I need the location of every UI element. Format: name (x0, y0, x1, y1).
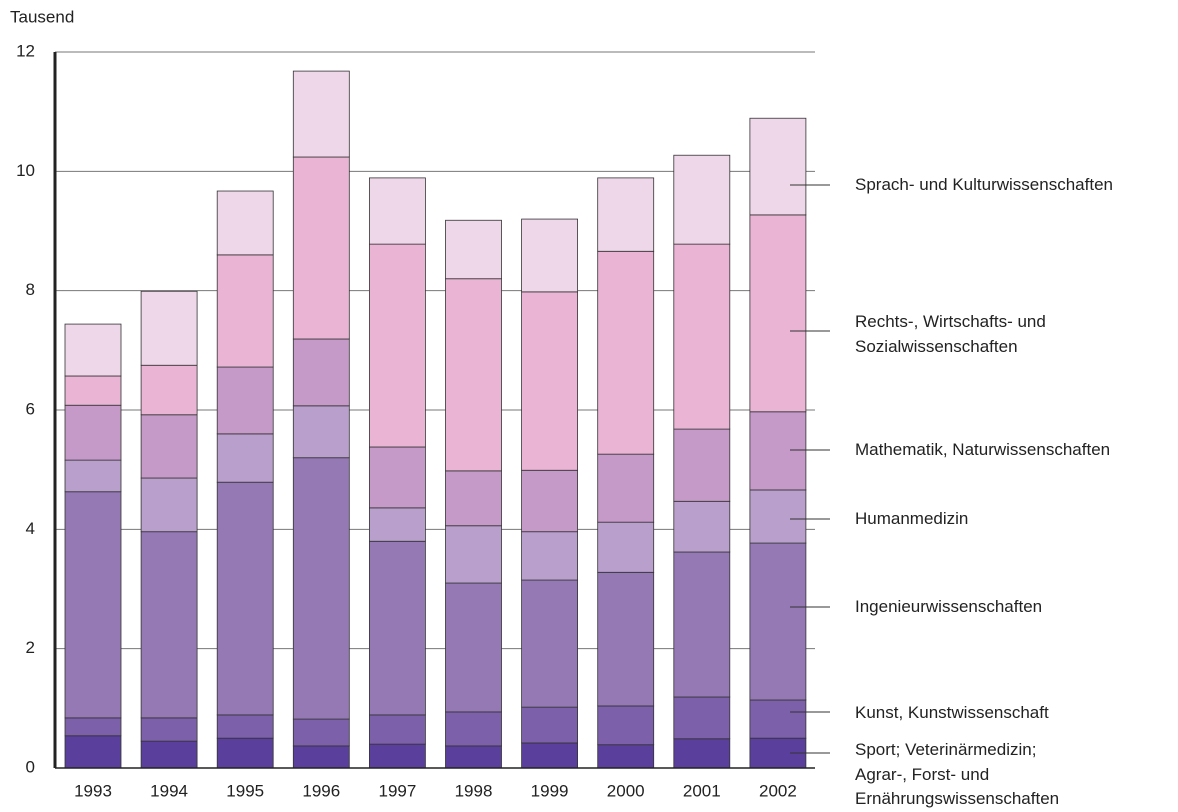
bar-segment (445, 711, 502, 747)
bar-segment (140, 717, 198, 742)
bar-segment (292, 745, 350, 769)
y-axis-label: Tausend (10, 7, 74, 26)
bar-segment (292, 156, 350, 340)
bar-segment (292, 338, 350, 407)
bar-segment (368, 743, 426, 769)
bar-segment (597, 744, 655, 769)
bar-segment (749, 699, 807, 739)
bar-segment (64, 491, 122, 719)
bar-segment (140, 531, 198, 719)
bar-segment (368, 507, 426, 542)
legend-label: Ingenieurwissenschaften (855, 597, 1043, 616)
y-tick-label: 0 (26, 757, 35, 776)
bar-segment (749, 117, 807, 216)
bar-segment (64, 717, 122, 737)
bar-segment (673, 243, 731, 430)
bar-segment (64, 323, 122, 377)
y-tick-label: 10 (16, 161, 35, 180)
legend-label: Sprach- und Kulturwissenschaften (855, 175, 1113, 194)
bar-segment (673, 428, 731, 502)
legend-label: Kunst, Kunstwissenschaft (855, 703, 1049, 722)
bar-segment (521, 291, 578, 471)
bar-segment (521, 742, 578, 769)
bar-segment (140, 364, 198, 416)
bar-segment (64, 459, 122, 493)
bar-segment (292, 457, 350, 720)
x-tick-label: 1996 (302, 781, 340, 800)
bar-segment (597, 705, 655, 746)
x-tick-label: 1994 (150, 781, 188, 800)
x-tick-label: 1995 (226, 781, 264, 800)
bar-segment (216, 481, 274, 716)
bar-segment (445, 582, 502, 713)
bar-segment (673, 551, 731, 698)
bar-segment (445, 470, 502, 527)
x-tick-label: 2002 (759, 781, 797, 800)
y-tick-label: 8 (26, 280, 35, 299)
bar-segment (673, 500, 731, 553)
bar-segment (292, 405, 350, 459)
bar-segment (673, 738, 731, 769)
bar-segment (521, 531, 578, 581)
legend-label: Humanmedizin (855, 509, 969, 528)
bar-segment (521, 579, 578, 708)
y-tick-label: 6 (26, 399, 35, 418)
bar-segment (749, 411, 807, 491)
y-tick-label: 4 (26, 519, 35, 538)
legend-label: Rechts-, Wirtschafts- und Sozialwissensc… (855, 312, 1046, 356)
y-tick-label: 12 (16, 41, 35, 60)
bar-segment (673, 154, 731, 245)
x-tick-label: 1997 (378, 781, 416, 800)
bar-segment (749, 542, 807, 701)
bar-segment (368, 446, 426, 509)
bar-segment (140, 477, 198, 533)
bar-segment (216, 190, 274, 256)
legend-label: Mathematik, Naturwissenschaften (855, 440, 1111, 459)
bar-segment (445, 278, 502, 472)
bar-segment (445, 525, 502, 584)
bar-segment (597, 521, 655, 573)
x-tick-label: 2001 (683, 781, 721, 800)
bar-segment (597, 571, 655, 707)
bar-segment (216, 714, 274, 739)
bar-segment (368, 540, 426, 716)
bar-segment (749, 214, 807, 413)
x-tick-label: 1993 (74, 781, 112, 800)
bar-segment (64, 375, 122, 406)
bar-segment (673, 696, 731, 740)
x-tick-label: 2000 (607, 781, 645, 800)
bar-segment (140, 740, 198, 769)
bar-segment (597, 250, 655, 455)
bar-segment (521, 706, 578, 744)
bar-segment (368, 177, 426, 245)
bar-segment (292, 70, 350, 158)
bar-segment (445, 745, 502, 769)
bar-segment (216, 254, 274, 368)
x-tick-label: 1998 (455, 781, 493, 800)
legend-label: Sport; Veterinärmedizin; Agrar-, Forst- … (855, 740, 1060, 808)
bar-segment (597, 177, 655, 252)
bar-segment (140, 414, 198, 479)
x-tick-label: 1999 (531, 781, 569, 800)
bar-segment (749, 489, 807, 544)
bar-segment (140, 290, 198, 366)
bar-segment (368, 714, 426, 745)
bar-segment (216, 433, 274, 483)
bar-segment (292, 718, 350, 747)
bar-segment (521, 469, 578, 533)
bar-segment (216, 366, 274, 435)
bar-segment (445, 219, 502, 280)
bar-segment (597, 453, 655, 523)
bar-segment (216, 737, 274, 769)
bar-segment (521, 218, 578, 293)
y-tick-label: 2 (26, 638, 35, 657)
bar-segment (368, 243, 426, 448)
bar-segment (64, 735, 122, 769)
bar-segment (64, 404, 122, 461)
